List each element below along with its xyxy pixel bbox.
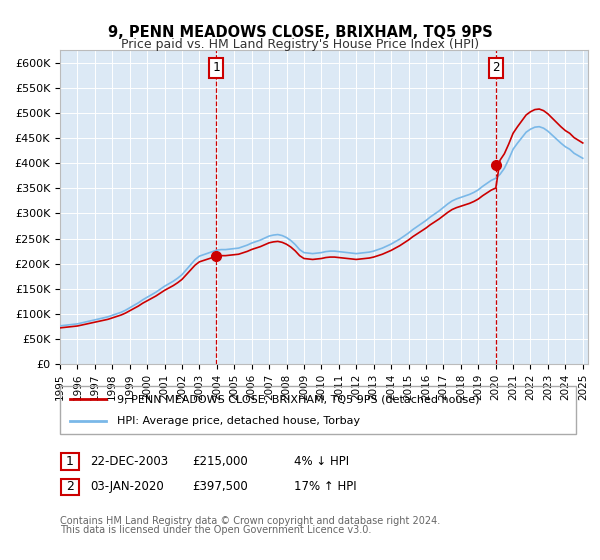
Text: 1: 1 xyxy=(212,62,220,74)
Text: £397,500: £397,500 xyxy=(192,480,248,493)
Text: 22-DEC-2003: 22-DEC-2003 xyxy=(90,455,168,468)
Text: 17% ↑ HPI: 17% ↑ HPI xyxy=(294,480,356,493)
Text: This data is licensed under the Open Government Licence v3.0.: This data is licensed under the Open Gov… xyxy=(60,525,371,535)
Text: 2: 2 xyxy=(492,62,500,74)
Text: HPI: Average price, detached house, Torbay: HPI: Average price, detached house, Torb… xyxy=(117,416,360,426)
Text: £215,000: £215,000 xyxy=(192,455,248,468)
Text: 9, PENN MEADOWS CLOSE, BRIXHAM, TQ5 9PS: 9, PENN MEADOWS CLOSE, BRIXHAM, TQ5 9PS xyxy=(107,25,493,40)
Text: Contains HM Land Registry data © Crown copyright and database right 2024.: Contains HM Land Registry data © Crown c… xyxy=(60,516,440,526)
Text: 03-JAN-2020: 03-JAN-2020 xyxy=(90,480,164,493)
Text: 4% ↓ HPI: 4% ↓ HPI xyxy=(294,455,349,468)
Text: Price paid vs. HM Land Registry's House Price Index (HPI): Price paid vs. HM Land Registry's House … xyxy=(121,38,479,51)
Text: 1: 1 xyxy=(66,455,74,468)
Text: 9, PENN MEADOWS CLOSE, BRIXHAM, TQ5 9PS (detached house): 9, PENN MEADOWS CLOSE, BRIXHAM, TQ5 9PS … xyxy=(117,394,479,404)
Text: 2: 2 xyxy=(66,480,74,493)
